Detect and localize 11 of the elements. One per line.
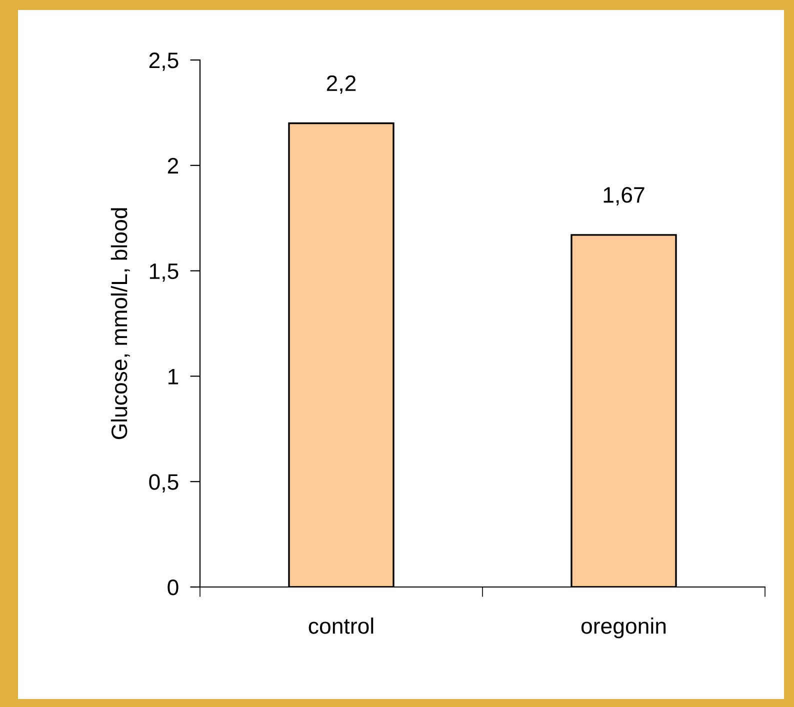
x-tick-label: control <box>308 618 374 634</box>
y-axis-title: Glucose, mmol/L, blood <box>110 208 130 440</box>
data-label: 1,67 <box>604 187 644 206</box>
x-tick-label: oregonin <box>581 618 666 638</box>
y-tick-label: 1 <box>168 368 178 384</box>
y-tick-label: 2 <box>168 158 178 174</box>
data-label: 2,2 <box>326 75 356 94</box>
y-tick-label: 0,5 <box>149 474 178 492</box>
y-tick-label: 1,5 <box>150 264 178 282</box>
y-tick-label: 0 <box>168 580 178 596</box>
y-tick-label: 2,5 <box>149 52 178 71</box>
